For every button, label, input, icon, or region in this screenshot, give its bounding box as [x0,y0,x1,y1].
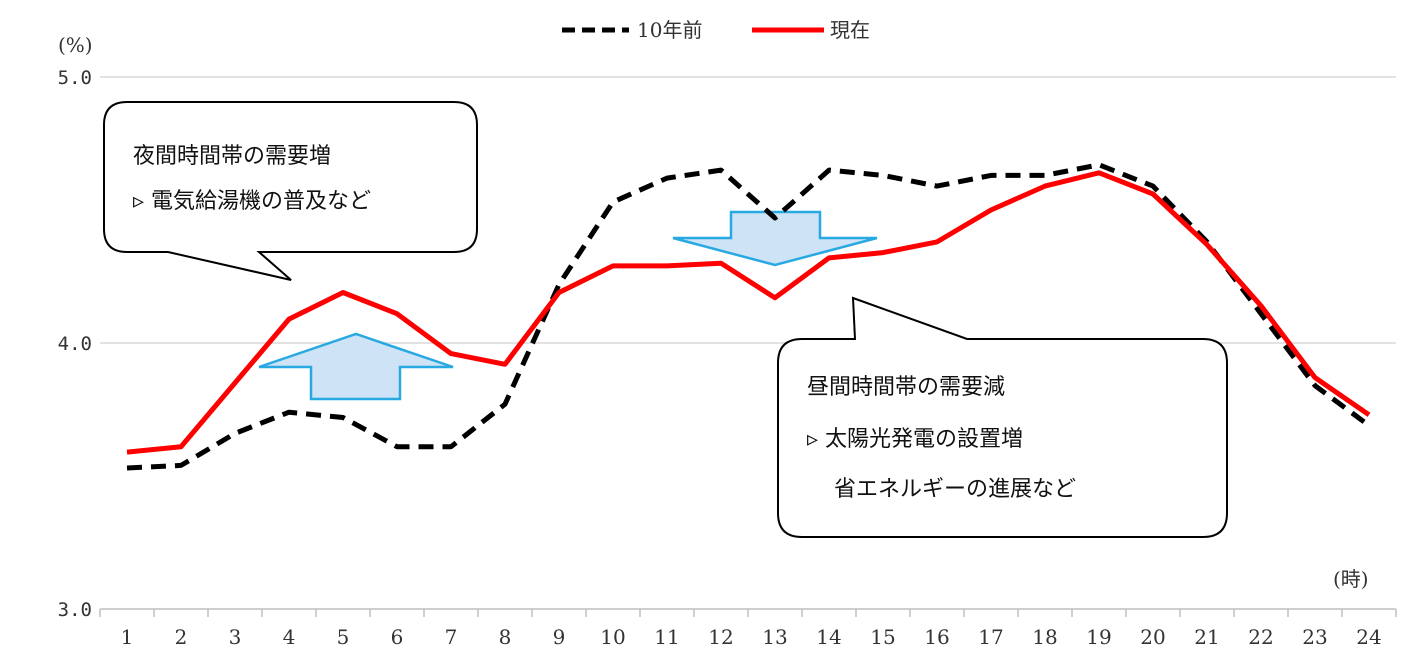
callout-day-title: 昼間時間帯の需要減 [807,375,1005,400]
decrease-arrow [672,210,878,267]
callout-night-title: 夜間時間帯の需要増 [133,144,331,169]
x-tick-label: 21 [1194,625,1219,649]
x-tick-label: 2 [175,625,188,649]
legend-label-current: 現在 [830,18,870,42]
x-tick-label: 9 [553,625,566,649]
x-tick-label: 22 [1248,625,1273,649]
x-tick-label: 13 [762,625,787,649]
x-tick-label: 16 [924,625,949,649]
x-tick-label: 10 [600,625,625,649]
x-tick-label: 11 [654,625,679,649]
x-axis [99,608,1397,617]
x-tick-label: 3 [229,625,242,649]
callout-day-bubble [777,296,1228,538]
x-tick-label: 18 [1032,625,1057,649]
x-tick-label: 15 [870,625,895,649]
y-axis-ticks: 3.0 4.0 5.0 [58,67,92,621]
series-line-10-years-ago [126,162,1371,471]
x-axis-unit: (時) [1333,567,1369,591]
x-tick-label: 24 [1356,625,1381,649]
y-tick-label: 3.0 [58,599,92,621]
legend: 10年前 現在 [562,18,870,42]
x-tick-label: 1 [121,625,134,649]
x-tick-label: 20 [1140,625,1165,649]
x-tick-label: 23 [1302,625,1327,649]
callout-night-line-2: ▹ 電気給湯機の普及など [133,189,371,214]
callout-night-increase: 夜間時間帯の需要増 ▹ 電気給湯機の普及など [103,101,478,281]
y-tick-label: 4.0 [58,333,92,355]
legend-label-10-years-ago: 10年前 [637,18,702,42]
y-axis-unit: (%) [58,33,93,57]
callout-day-decrease: 昼間時間帯の需要減 ▹ 太陽光発電の設置増 省エネルギーの進展など [777,296,1228,538]
x-tick-label: 12 [708,625,733,649]
x-tick-label: 8 [499,625,512,649]
series-lines [126,162,1371,471]
series-line-current [126,170,1371,455]
y-tick-label: 5.0 [58,67,92,89]
x-tick-label: 4 [283,625,296,649]
x-tick-label: 6 [391,625,404,649]
callout-day-line-2: ▹ 太陽光発電の設置増 [807,427,1023,452]
x-tick-label: 5 [337,625,350,649]
x-tick-label: 7 [445,625,458,649]
callout-day-line-3: 省エネルギーの進展など [834,477,1076,502]
x-tick-label: 19 [1086,625,1111,649]
x-tick-label: 17 [978,625,1003,649]
x-axis-ticks: 1 2 3 4 5 6 7 8 9 10 11 12 13 14 15 16 17 18 19 20 21 22 23 24 [121,625,1382,649]
increase-arrow [258,332,454,401]
x-tick-label: 14 [816,625,841,649]
callout-night-bubble [103,101,478,281]
